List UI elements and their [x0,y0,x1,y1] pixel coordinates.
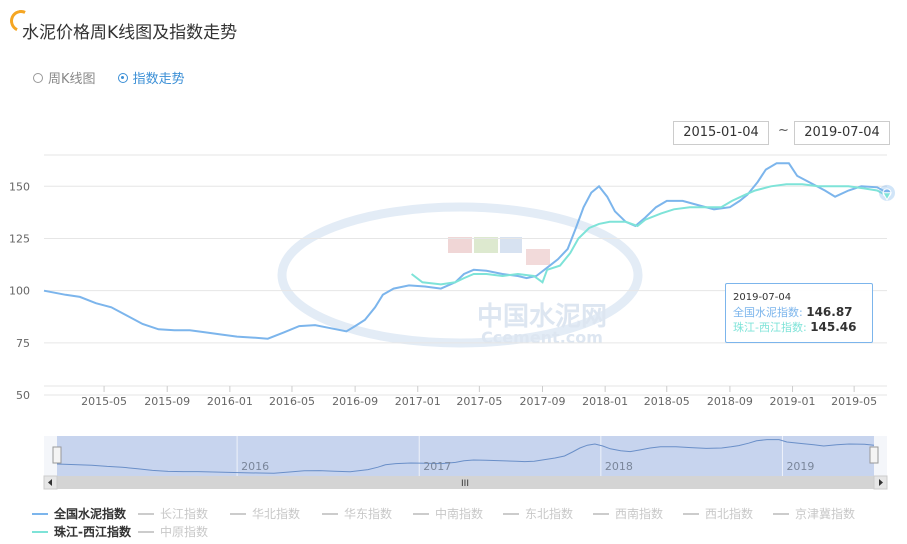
legend-label: 华东指数 [344,507,393,521]
legend-swatch [230,512,246,515]
scrollbar-thumb[interactable] [57,476,874,489]
watermark-tile [448,237,472,253]
date-separator: ~ [778,123,789,138]
series-point-pearl-river[interactable] [882,192,892,201]
y-tick-label: 150 [9,180,30,193]
data-tooltip: 2019-07-04 全国水泥指数: 146.87 珠江-西江指数: 145.4… [725,283,873,343]
legend-label: 西北指数 [705,507,754,521]
legend-swatch [503,512,519,515]
x-tick-label: 2018-05 [644,395,690,408]
legend-item[interactable]: 中原指数 [138,523,208,540]
legend-item[interactable]: 中南指数 [413,505,483,522]
radio-icon [33,72,43,83]
y-tick-label: 125 [9,232,30,245]
x-tick-label: 2016-09 [332,395,378,408]
scrollbar-grip-icon: III [461,479,469,489]
legend-swatch [32,530,48,533]
navigator-year-label: 2019 [786,460,814,473]
legend-label: 珠江-西江指数 [54,525,131,539]
x-tick-label: 2017-05 [456,395,502,408]
watermark-tile [500,237,522,253]
watermark-tile [526,249,550,265]
legend-label: 京津冀指数 [795,507,856,521]
y-tick-label: 50 [16,389,30,402]
tooltip-label: 全国水泥指数: [733,306,803,319]
legend-label: 西南指数 [615,507,664,521]
legend-swatch [138,530,154,533]
legend-item[interactable]: 全国水泥指数 [32,505,126,522]
page-title: 水泥价格周K线图及指数走势 [22,23,238,43]
watermark-tile [474,237,498,253]
legend-label: 中原指数 [160,525,209,539]
tooltip-date: 2019-07-04 [733,292,792,303]
y-tick-label: 100 [9,285,30,298]
legend-label: 东北指数 [525,507,574,521]
x-tick-label: 2018-09 [707,395,753,408]
radio-label: 周K线图 [48,72,96,87]
tooltip-value: 145.46 [810,320,857,334]
radio-weekly-kline[interactable]: 周K线图 [33,68,96,87]
legend-swatch [32,512,48,515]
legend-label: 长江指数 [160,507,209,521]
start-date-input[interactable]: 2015-01-04 [673,121,769,145]
watermark-text: 中国水泥网 [477,302,607,332]
radio-icon [117,72,128,83]
legend-item[interactable]: 华北指数 [230,505,300,522]
x-tick-label: 2015-05 [81,395,127,408]
legend-label: 全国水泥指数 [54,507,127,521]
x-tick-label: 2017-09 [520,395,566,408]
legend-label: 中南指数 [435,507,484,521]
legend-item[interactable]: 珠江-西江指数 [32,523,131,540]
legend-swatch [322,512,338,515]
tooltip-row-pearl-river: 珠江-西江指数: 145.46 [733,320,865,335]
navigator-series-line [56,439,875,474]
x-tick-label: 2016-01 [207,395,253,408]
legend-item[interactable]: 东北指数 [503,505,573,522]
tooltip-value: 146.87 [806,305,853,319]
navigator-year-label: 2016 [241,460,269,473]
legend-swatch [413,512,429,515]
x-tick-label: 2019-05 [831,395,877,408]
navigator-right-handle[interactable] [869,446,879,464]
watermark-subtext: Ccement.com [481,328,603,347]
y-tick-label: 75 [16,337,30,350]
end-date-input[interactable]: 2019-07-04 [794,121,890,145]
x-tick-label: 2017-01 [395,395,441,408]
navigator-year-label: 2017 [423,460,451,473]
radio-index-trend[interactable]: 指数走势 [117,68,185,87]
navigator-left-handle[interactable] [52,446,62,464]
legend-item[interactable]: 西北指数 [683,505,753,522]
legend-label: 华北指数 [252,507,301,521]
series-line-1 [410,183,888,286]
legend-item[interactable]: 京津冀指数 [773,505,855,522]
view-toggle: 周K线图 指数走势 [33,68,203,87]
radio-label: 指数走势 [132,72,185,87]
tooltip-row-national: 全国水泥指数: 146.87 [733,305,865,320]
x-tick-label: 2018-01 [582,395,628,408]
legend-swatch [773,512,789,515]
legend-item[interactable]: 华东指数 [322,505,392,522]
arrow-left-icon [48,479,52,486]
series-line-0 [43,162,888,340]
arrow-right-icon [879,479,883,486]
tooltip-label: 珠江-西江指数: [733,321,807,334]
legend-item[interactable]: 长江指数 [138,505,208,522]
legend-swatch [683,512,699,515]
x-tick-label: 2015-09 [144,395,190,408]
legend-item[interactable]: 西南指数 [593,505,663,522]
legend-swatch [138,512,154,515]
legend-swatch [593,512,609,515]
x-tick-label: 2016-05 [269,395,315,408]
navigator-selection[interactable] [57,436,874,476]
navigator-year-label: 2018 [605,460,633,473]
x-tick-label: 2019-01 [770,395,816,408]
